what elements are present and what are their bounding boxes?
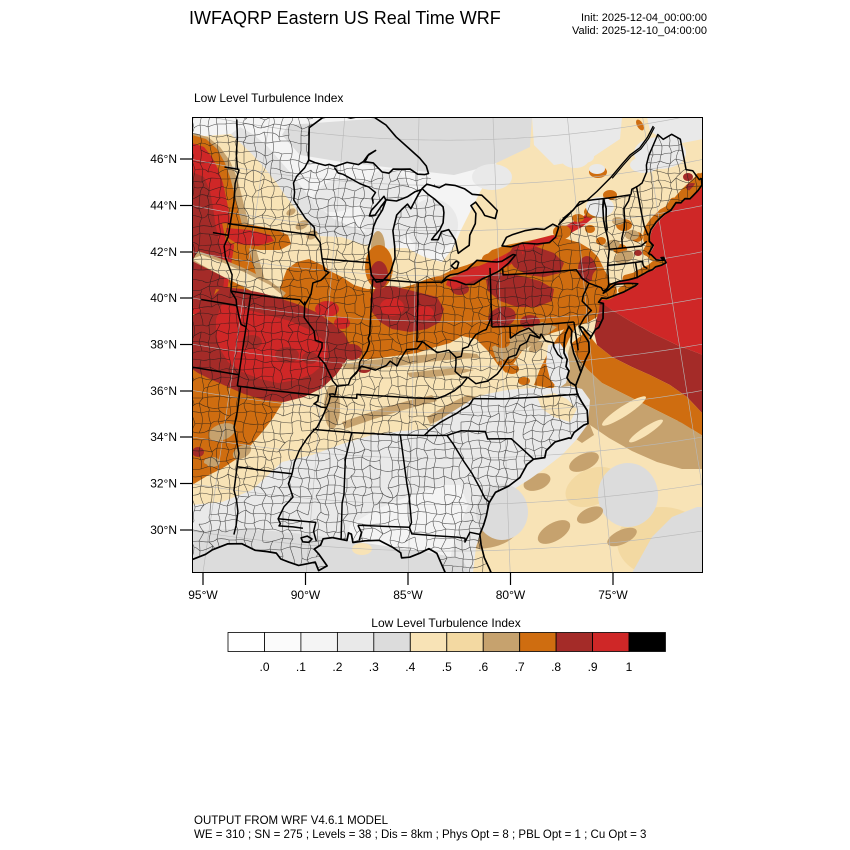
svg-text:90°W: 90°W	[291, 588, 321, 602]
svg-text:75°W: 75°W	[598, 588, 628, 602]
svg-text:.9: .9	[588, 660, 598, 674]
svg-text:80°W: 80°W	[496, 588, 526, 602]
svg-text:30°N: 30°N	[150, 523, 177, 537]
svg-text:44°N: 44°N	[150, 199, 177, 213]
svg-text:.0: .0	[259, 660, 269, 674]
svg-text:42°N: 42°N	[150, 245, 177, 259]
svg-text:.1: .1	[296, 660, 306, 674]
svg-text:38°N: 38°N	[150, 338, 177, 352]
svg-text:40°N: 40°N	[150, 291, 177, 305]
svg-text:36°N: 36°N	[150, 384, 177, 398]
svg-text:95°W: 95°W	[188, 588, 218, 602]
svg-text:85°W: 85°W	[393, 588, 423, 602]
svg-text:.5: .5	[442, 660, 452, 674]
svg-text:.2: .2	[332, 660, 342, 674]
svg-text:.3: .3	[369, 660, 379, 674]
svg-text:Low Level Turbulence Index: Low Level Turbulence Index	[371, 616, 520, 630]
svg-text:.8: .8	[551, 660, 561, 674]
svg-text:1: 1	[626, 660, 633, 674]
svg-text:.6: .6	[478, 660, 488, 674]
svg-text:46°N: 46°N	[150, 152, 177, 166]
svg-text:.7: .7	[515, 660, 525, 674]
svg-text:34°N: 34°N	[150, 430, 177, 444]
svg-text:.4: .4	[405, 660, 415, 674]
svg-text:32°N: 32°N	[150, 477, 177, 491]
